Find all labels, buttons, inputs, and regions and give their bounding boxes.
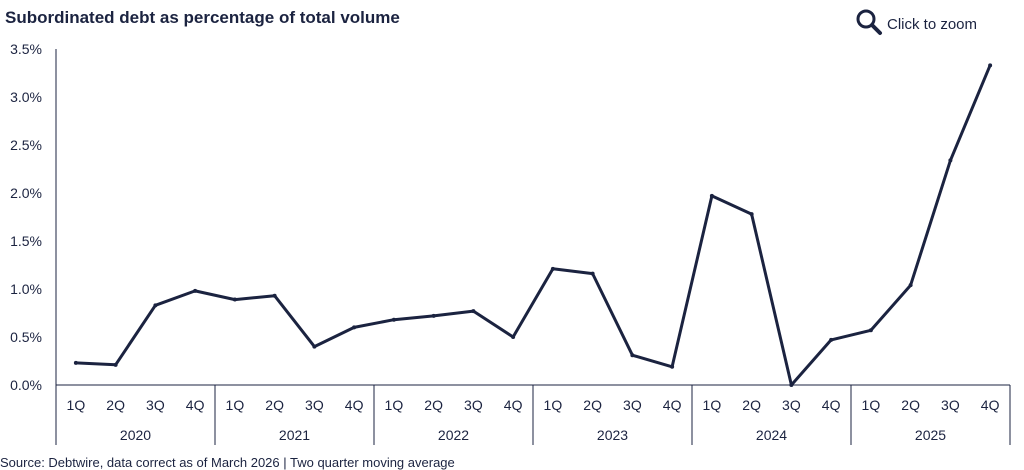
x-tick-label-quarter: 3Q bbox=[305, 397, 324, 413]
x-tick-label-quarter: 4Q bbox=[345, 397, 364, 413]
x-tick-label-quarter: 4Q bbox=[981, 397, 1000, 413]
data-point bbox=[391, 317, 396, 322]
series-line bbox=[74, 63, 992, 387]
x-tick-label-quarter: 2Q bbox=[742, 397, 761, 413]
y-tick-label: 1.0% bbox=[10, 281, 42, 297]
x-tick-label-quarter: 2Q bbox=[583, 397, 602, 413]
x-tick-label-quarter: 1Q bbox=[226, 397, 245, 413]
x-tick-label-quarter: 3Q bbox=[782, 397, 801, 413]
x-tick-label-year: 2023 bbox=[597, 427, 628, 443]
data-point bbox=[511, 335, 516, 339]
y-tick-label: 0.5% bbox=[10, 329, 42, 345]
x-tick-label-quarter: 4Q bbox=[663, 397, 682, 413]
data-point bbox=[312, 344, 317, 349]
x-tick-label-quarter: 1Q bbox=[862, 397, 881, 413]
x-tick-label-quarter: 1Q bbox=[67, 397, 86, 413]
data-point bbox=[272, 293, 277, 298]
data-point bbox=[670, 364, 675, 369]
y-tick-label: 2.0% bbox=[10, 185, 42, 201]
data-point bbox=[630, 353, 635, 358]
data-point bbox=[789, 383, 794, 387]
data-point bbox=[73, 360, 78, 365]
x-tick-label-quarter: 4Q bbox=[822, 397, 841, 413]
click-to-zoom-label: Click to zoom bbox=[887, 16, 978, 33]
magnifier-icon bbox=[855, 8, 883, 41]
x-tick-label-year: 2021 bbox=[279, 427, 310, 443]
data-point bbox=[908, 283, 913, 288]
data-point bbox=[948, 158, 953, 163]
x-tick-label-quarter: 1Q bbox=[544, 397, 563, 413]
data-point bbox=[749, 212, 754, 217]
x-tick-label-year: 2022 bbox=[438, 427, 469, 443]
x-tick-label-quarter: 3Q bbox=[146, 397, 165, 413]
data-point bbox=[709, 193, 714, 198]
data-point bbox=[988, 63, 993, 68]
data-point bbox=[471, 309, 476, 314]
x-tick-label-quarter: 2Q bbox=[265, 397, 284, 413]
data-point bbox=[153, 303, 158, 308]
y-tick-label: 1.5% bbox=[10, 233, 42, 249]
chart-title: Subordinated debt as percentage of total… bbox=[5, 8, 400, 27]
y-tick-label: 3.0% bbox=[10, 89, 42, 105]
data-point bbox=[431, 313, 436, 318]
source-note: Source: Debtwire, data correct as of Mar… bbox=[0, 455, 455, 470]
x-tick-label-quarter: 4Q bbox=[504, 397, 523, 413]
y-tick-label: 3.5% bbox=[10, 41, 42, 57]
data-point bbox=[232, 297, 237, 302]
data-point bbox=[550, 266, 555, 271]
data-point bbox=[829, 337, 834, 342]
y-tick-label: 2.5% bbox=[10, 137, 42, 153]
data-point bbox=[193, 288, 198, 293]
x-tick-label-quarter: 1Q bbox=[385, 397, 404, 413]
y-tick-label: 0.0% bbox=[10, 377, 42, 393]
x-tick-label-quarter: 3Q bbox=[623, 397, 642, 413]
x-tick-label-quarter: 3Q bbox=[464, 397, 483, 413]
x-tick-label-quarter: 2Q bbox=[901, 397, 920, 413]
x-tick-label-quarter: 2Q bbox=[106, 397, 125, 413]
data-point bbox=[868, 328, 873, 333]
x-tick-label-quarter: 2Q bbox=[424, 397, 443, 413]
x-tick-label-quarter: 4Q bbox=[186, 397, 205, 413]
data-point bbox=[352, 325, 357, 330]
x-tick-label-quarter: 3Q bbox=[941, 397, 960, 413]
x-tick-label-year: 2025 bbox=[915, 427, 946, 443]
click-to-zoom-button[interactable]: Click to zoom bbox=[855, 8, 977, 41]
x-tick-label-quarter: 1Q bbox=[703, 397, 722, 413]
data-point bbox=[590, 271, 595, 276]
data-point bbox=[113, 362, 118, 367]
x-tick-label-year: 2020 bbox=[120, 427, 151, 443]
x-tick-label-year: 2024 bbox=[756, 427, 787, 443]
